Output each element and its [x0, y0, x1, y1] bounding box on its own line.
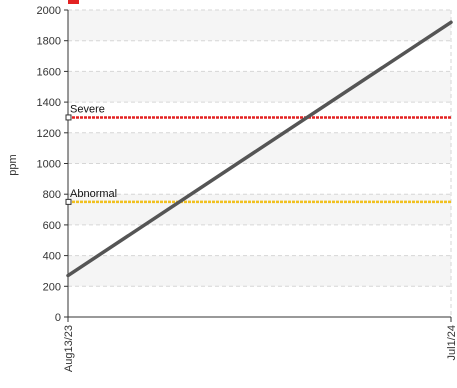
- series-line: [66, 20, 453, 278]
- threshold-marker: [65, 114, 72, 121]
- y-tick-label: 1000: [37, 159, 61, 171]
- y-tick-label: 1400: [37, 97, 61, 109]
- threshold-label: Severe: [70, 103, 105, 115]
- x-tick-label: Jul1/24: [446, 325, 457, 360]
- grid-bands: [68, 10, 451, 287]
- threshold-lines: Severe Abnormal: [65, 103, 451, 205]
- y-tick-label: 0: [55, 312, 61, 324]
- grid-band: [68, 71, 451, 103]
- y-tick-label: 1600: [37, 66, 61, 78]
- grid-band: [68, 255, 451, 287]
- y-axis-label: ppm: [7, 154, 19, 175]
- grid-band: [68, 10, 451, 41]
- y-tick-labels: 0 200 400 600 800 1000 1200 1400 1600 1800 2000: [37, 5, 61, 324]
- y-tick-label: 1800: [37, 36, 61, 48]
- legend-marker-icon: [68, 0, 79, 4]
- series-lines: [66, 20, 453, 278]
- y-tick-label: 2000: [37, 5, 61, 17]
- x-tick-labels: Aug13/23 Jul1/24: [63, 325, 457, 372]
- y-tick-label: 200: [43, 281, 61, 293]
- x-tick-label: Aug13/23: [63, 325, 75, 372]
- axes: [64, 9, 452, 322]
- threshold-marker: [65, 198, 72, 205]
- y-tick-label: 600: [43, 220, 61, 232]
- y-tick-label: 800: [43, 189, 61, 201]
- threshold-label: Abnormal: [70, 188, 117, 200]
- grid-band: [68, 194, 451, 225]
- y-tick-label: 1200: [37, 128, 61, 140]
- y-tick-label: 400: [43, 251, 61, 263]
